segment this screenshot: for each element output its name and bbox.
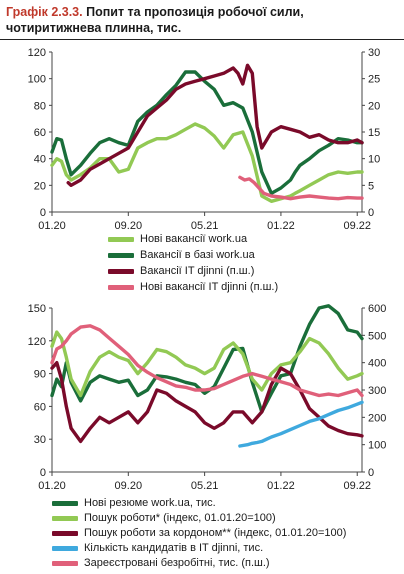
x-tick-label: 05.21	[191, 480, 219, 492]
y-right-tick-label: 25	[368, 74, 380, 86]
legend-label: Зареєстровані безробітні, тис. (п.ш.)	[84, 557, 270, 569]
legend-label: Нові вакансії IT djinni (п.ш.)	[140, 281, 279, 293]
legend-item-1: Нові вакансії work.ua	[108, 232, 247, 246]
y-left-tick-label: 80	[34, 100, 46, 112]
y-right-tick-label: 300	[368, 385, 386, 397]
legend-item-2: Пошук роботи* (індекс, 01.01.20=100)	[52, 511, 276, 525]
y-right-tick-label: 0	[368, 207, 374, 219]
y-left-tick-label: 150	[28, 303, 46, 315]
legend-item-4: Нові вакансії IT djinni (п.ш.)	[108, 280, 278, 294]
y-right-tick-label: 500	[368, 330, 386, 342]
y-right-tick-label: 100	[368, 440, 386, 452]
chart-title-text: Попит та пропозиція робочої сили, чотири…	[6, 5, 304, 35]
chart-bottom: 0 30 60 90 120 150 0 100 200 300 400 500 600 01.20 09.…	[28, 303, 387, 492]
y-right-tick-label: 600	[368, 303, 386, 315]
y-right-tick-label: 20	[368, 100, 380, 112]
legend-item-2: Вакансії в базі work.ua	[108, 248, 255, 262]
legend-label: Пошук роботи за кордоном** (індекс, 01.0…	[84, 527, 347, 539]
legend-swatch	[108, 284, 134, 290]
series-line-4	[238, 175, 364, 201]
x-tick-label: 05.21	[191, 220, 219, 232]
legend-swatch	[52, 545, 78, 551]
y-right-tick-label: 400	[368, 358, 386, 370]
y-left-tick-label: 120	[28, 47, 46, 59]
y-right-tick-label: 15	[368, 127, 380, 139]
series-line-3	[50, 360, 364, 444]
y-left-tick-label: 40	[34, 154, 46, 166]
series-line-5	[50, 324, 364, 398]
x-tick-label: 09.22	[343, 480, 371, 492]
y-left-tick-label: 20	[34, 180, 46, 192]
legend-label: Пошук роботи* (індекс, 01.01.20=100)	[84, 512, 276, 524]
legend-label: Вакансії в базі work.ua	[140, 249, 255, 261]
x-tick-label: 01.22	[267, 480, 295, 492]
legend-swatch	[108, 236, 134, 242]
legend-item-1: Нові резюме work.ua, тис.	[52, 496, 216, 510]
chart-title-number: Графік 2.3.3.	[6, 5, 83, 19]
legend-swatch	[108, 268, 134, 274]
legend-swatch	[108, 252, 134, 258]
legend-bottom: Нові резюме work.ua, тис. Пошук роботи* (…	[0, 496, 404, 572]
series-line-2	[50, 330, 364, 398]
legend-item-3: Пошук роботи за кордоном** (індекс, 01.0…	[52, 526, 346, 540]
y-left-tick-label: 30	[34, 434, 46, 446]
x-tick-label: 01.20	[38, 220, 66, 232]
y-left-tick-label: 90	[34, 369, 46, 381]
legend-item-4: Кількість кандидатів в IT djinni, тис.	[52, 541, 263, 555]
y-left-tick-label: 60	[34, 127, 46, 139]
legend-swatch	[52, 530, 78, 536]
y-right-tick-label: 10	[368, 154, 380, 166]
x-tick-label: 09.20	[115, 220, 143, 232]
y-left-tick-label: 60	[34, 401, 46, 413]
y-left-tick-label: 0	[40, 207, 46, 219]
y-right-tick-label: 5	[368, 180, 374, 192]
y-right-tick-label: 200	[368, 412, 386, 424]
title-divider	[0, 39, 404, 40]
legend-swatch	[52, 515, 78, 521]
series-line-2	[50, 70, 364, 196]
legend-top: Нові вакансії work.ua Вакансії в базі wor…	[0, 232, 404, 298]
y-left-tick-label: 100	[28, 74, 46, 86]
x-tick-label: 09.22	[343, 220, 371, 232]
legend-item-5: Зареєстровані безробітні, тис. (п.ш.)	[52, 556, 270, 570]
legend-label: Вакансії IT djinni (п.ш.)	[140, 265, 255, 277]
chart-title: Графік 2.3.3. Попит та пропозиція робочо…	[6, 4, 398, 36]
series-line-4	[238, 400, 364, 448]
legend-label: Кількість кандидатів в IT djinni, тис.	[84, 542, 264, 554]
y-right-tick-label: 0	[368, 467, 374, 479]
series-line-3	[66, 63, 364, 188]
y-left-tick-label: 0	[40, 467, 46, 479]
x-tick-label: 09.20	[115, 480, 143, 492]
x-tick-label: 01.22	[267, 220, 295, 232]
legend-label: Нові вакансії work.ua	[140, 233, 248, 245]
chart-top: 0 20 40 60 80 100 120 0 5 10 15 20 25 30 01.20 09.20 05.…	[28, 47, 381, 232]
y-right-tick-label: 30	[368, 47, 380, 59]
x-tick-label: 01.20	[38, 480, 66, 492]
legend-label: Нові резюме work.ua, тис.	[84, 497, 216, 509]
legend-swatch	[52, 560, 78, 566]
legend-item-3: Вакансії IT djinni (п.ш.)	[108, 264, 254, 278]
y-left-tick-label: 120	[28, 336, 46, 348]
legend-swatch	[52, 500, 78, 506]
